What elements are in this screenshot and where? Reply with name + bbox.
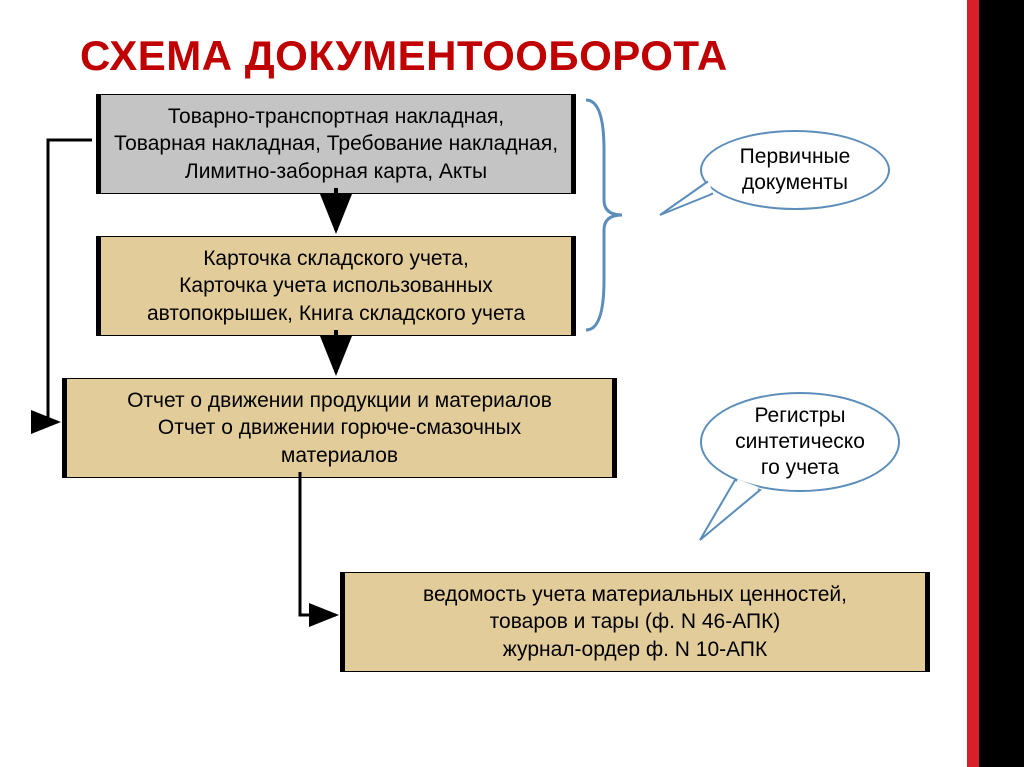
callout-2-tail	[700, 480, 760, 540]
sidebar-red	[967, 0, 979, 767]
box-text: Карточка складского учета,Карточка учета…	[147, 247, 525, 325]
box-movement-reports: Отчет о движении продукции и материаловО…	[62, 378, 617, 478]
box-text: Товарно-транспортная накладная,Товарная …	[114, 105, 558, 183]
callout-text: Первичныедокументы	[740, 144, 851, 197]
box-warehouse-cards: Карточка складского учета,Карточка учета…	[96, 236, 576, 336]
callout-text: Регистрысинтетического учета	[735, 403, 865, 482]
curly-bracket	[586, 100, 622, 330]
box-ledger: ведомость учета материальных ценностей,т…	[340, 572, 930, 672]
elbow-3-4	[300, 472, 336, 615]
sidebar-black	[979, 0, 1024, 767]
slide-title: СХЕМА ДОКУМЕНТООБОРОТА	[80, 32, 728, 80]
box-text: Отчет о движении продукции и материаловО…	[127, 389, 552, 467]
box-text: ведомость учета материальных ценностей,т…	[423, 583, 847, 661]
callout-1-tail	[660, 182, 712, 215]
box-primary-docs: Товарно-транспортная накладная,Товарная …	[96, 94, 576, 194]
callout-registers: Регистрысинтетического учета	[700, 392, 900, 492]
callout-primary: Первичныедокументы	[700, 130, 890, 210]
